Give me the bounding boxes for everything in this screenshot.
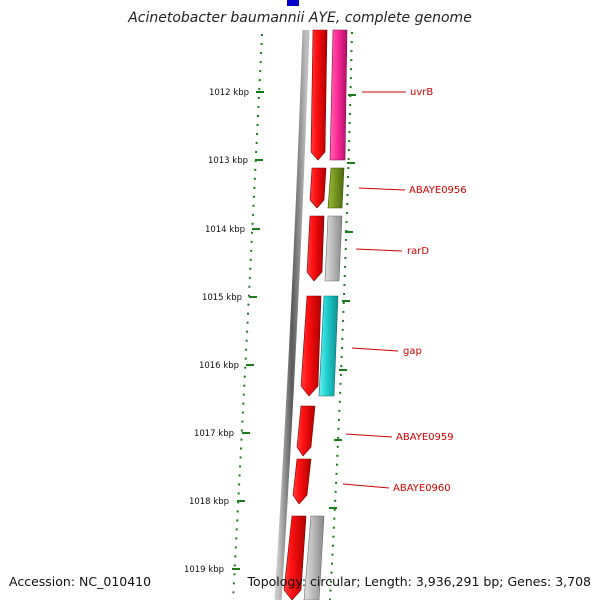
feature-blocks	[303, 29, 348, 600]
top-position-marker	[287, 0, 299, 6]
summary-separator: ;	[356, 574, 361, 589]
genes-label: Genes:	[507, 574, 552, 589]
tick-ruler-track	[232, 33, 263, 600]
gene-label-ABAYE0956: ABAYE0956	[409, 185, 467, 196]
tick-label-1019: 1019 kbp	[184, 565, 224, 575]
gene-arrow-gap	[300, 295, 322, 397]
feature-block-gap	[318, 295, 339, 397]
length-label: Length:	[364, 574, 412, 589]
tick-label-1014: 1014 kbp	[205, 225, 245, 235]
gene-label-rarD: rarD	[407, 246, 429, 257]
tick-label-1015: 1015 kbp	[202, 293, 242, 303]
gene-arrow-rarD	[306, 215, 325, 282]
map-title: Acinetobacter baumannii AYE, complete ge…	[128, 10, 472, 26]
gene-arrow-ABAYE0959	[296, 405, 316, 457]
tick-marks	[232, 91, 356, 570]
feature-block-ABAYE0956	[327, 167, 345, 209]
tick-label-1012: 1012 kbp	[209, 88, 249, 98]
accession-info: Accession: NC_010410	[9, 574, 151, 589]
genome-backbone	[274, 29, 310, 600]
gene-label-gap: gap	[403, 346, 422, 357]
gene-arrow-ABAYE0960	[292, 458, 312, 505]
summary-separator: ;	[499, 574, 504, 589]
tick-label-1013: 1013 kbp	[208, 156, 248, 166]
topology-value: circular	[310, 574, 357, 589]
gene-label-uvrB: uvrB	[410, 87, 433, 98]
feature-block-rarD	[324, 215, 343, 282]
feature-block-bottom	[303, 515, 325, 600]
forward-gene-arrows	[283, 29, 328, 600]
tick-label-1016: 1016 kbp	[199, 361, 239, 371]
gene-arrow-ABAYE0956	[309, 167, 327, 209]
gene-label-ABAYE0960: ABAYE0960	[393, 483, 451, 494]
accession-value: NC_010410	[79, 574, 152, 589]
topology-label: Topology:	[247, 574, 307, 589]
gene-label-ABAYE0959: ABAYE0959	[396, 432, 454, 443]
genes-value: 3,708	[555, 574, 591, 589]
right-dotted-track	[329, 31, 353, 600]
length-value: 3,936,291 bp	[415, 574, 500, 589]
gene-arrow-bottom	[283, 515, 307, 600]
label-leader-lines	[342, 91, 406, 489]
feature-block-uvrB	[329, 29, 348, 161]
gene-arrow-uvrB	[310, 29, 328, 161]
tick-label-1018: 1018 kbp	[189, 497, 229, 507]
accession-label: Accession:	[9, 574, 76, 589]
tick-label-1017: 1017 kbp	[194, 429, 234, 439]
genome-summary: Topology: circular; Length: 3,936,291 bp…	[248, 574, 591, 589]
